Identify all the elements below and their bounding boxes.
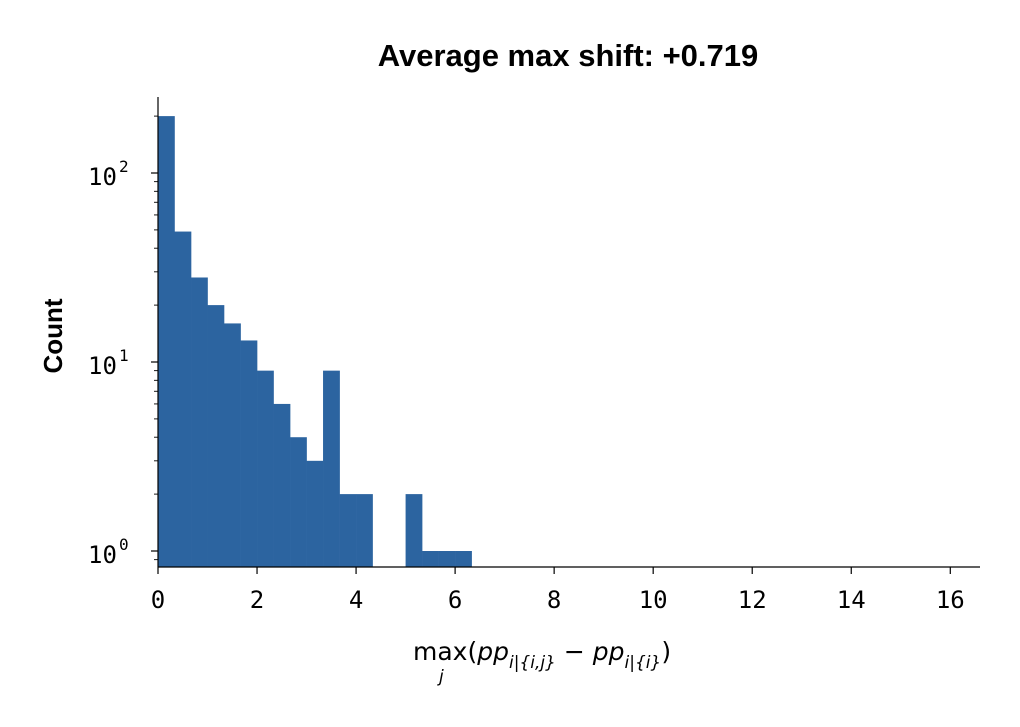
x-label-func-sub: j xyxy=(437,667,444,687)
x-tick-label: 16 xyxy=(936,586,965,614)
x-axis-label: max(ppi|{i,j} − ppi|{i}) j xyxy=(413,637,671,687)
histogram-bar xyxy=(174,231,192,568)
histogram-bar xyxy=(356,494,373,567)
bars-group xyxy=(158,116,472,568)
y-tick-exponent: 2 xyxy=(119,157,129,176)
x-tick-label: 8 xyxy=(547,586,561,614)
histogram-bar xyxy=(158,116,175,568)
histogram-bar xyxy=(422,551,439,567)
x-label-minus: − xyxy=(556,637,593,666)
histogram-bar xyxy=(257,370,274,567)
histogram-bar xyxy=(323,370,340,567)
x-tick-label: 0 xyxy=(151,586,165,614)
histogram-bar xyxy=(339,494,357,567)
y-tick-label: 10 xyxy=(88,541,117,569)
x-label-term2: pp xyxy=(592,637,625,666)
x-label-term2-sub: i|{i} xyxy=(625,653,662,673)
x-label-term1: pp xyxy=(476,637,509,666)
x-tick-label: 2 xyxy=(250,586,264,614)
x-label-func: max xyxy=(413,637,467,666)
histogram-bar xyxy=(273,403,291,567)
axes-group xyxy=(157,97,980,568)
histogram-bar xyxy=(240,340,258,567)
x-label-open: ( xyxy=(467,637,477,666)
histogram-bar xyxy=(438,551,456,567)
x-tick-label: 6 xyxy=(448,586,462,614)
y-tick-exponent: 0 xyxy=(119,535,129,554)
x-tick-label: 12 xyxy=(738,586,767,614)
x-label-term1-sub: i|{i,j} xyxy=(509,653,556,673)
y-tick-exponent: 1 xyxy=(119,346,129,365)
svg-text:max(ppi|{i,j} − ppi|{i}): max(ppi|{i,j} − ppi|{i}) xyxy=(413,637,671,673)
y-tick-label: 10 xyxy=(88,163,117,191)
x-tick-label: 14 xyxy=(837,586,866,614)
histogram-bar xyxy=(306,460,324,567)
x-ticks-group: 0 2 4 6 8 10 12 14 16 xyxy=(151,567,965,614)
y-axis-label: Count xyxy=(38,298,68,373)
histogram-bar xyxy=(290,437,307,567)
chart-title: Average max shift: +0.719 xyxy=(378,38,759,73)
x-tick-label: 4 xyxy=(349,586,363,614)
x-tick-label: 10 xyxy=(639,586,668,614)
histogram-bar xyxy=(455,551,472,567)
x-label-close: ) xyxy=(661,637,671,666)
histogram-bar xyxy=(224,323,241,567)
y-tick-label: 10 xyxy=(88,352,117,380)
histogram-bar xyxy=(207,305,225,567)
histogram-bar xyxy=(405,494,423,567)
histogram-bar xyxy=(191,277,208,567)
